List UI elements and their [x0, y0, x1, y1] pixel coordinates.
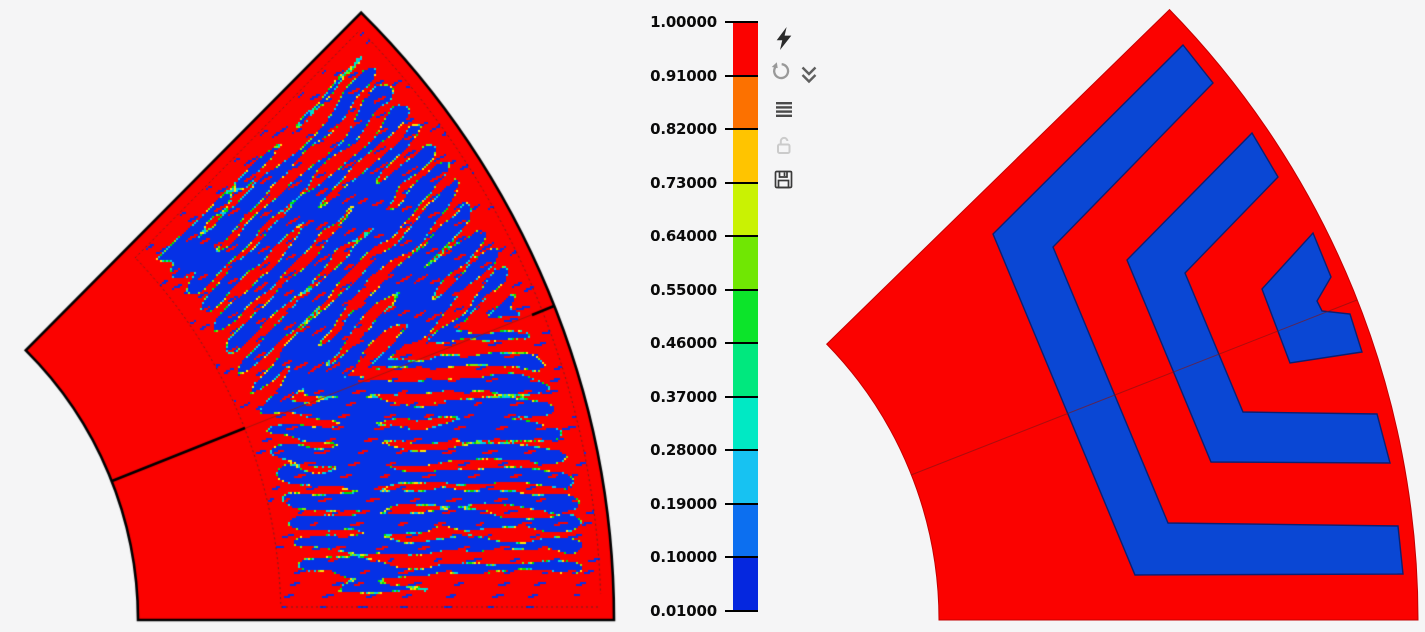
run-button[interactable] [771, 25, 797, 51]
colorbar-tick-label: 0.82000 [650, 120, 717, 139]
flux-barrier-inner [1261, 231, 1363, 364]
rotor-sector-outline [825, 8, 1419, 621]
menu-button[interactable] [771, 96, 797, 122]
flux-barrier-outer [992, 43, 1404, 576]
colorbar-tick [725, 21, 758, 23]
colorbar-bands [733, 22, 758, 612]
colorbar-tick [725, 609, 758, 612]
colorbar-tick-label: 0.37000 [650, 387, 717, 406]
save-button[interactable] [770, 166, 796, 192]
colorbar-tick-label: 0.64000 [650, 227, 717, 246]
pole-divider-line [910, 299, 1358, 476]
colorbar-tick [725, 128, 758, 131]
colorbar-tick-label: 1.00000 [650, 13, 717, 31]
density-plot-canvas[interactable] [0, 0, 640, 632]
colorbar-tick [725, 181, 758, 184]
colorbar-tick-label: 0.10000 [650, 548, 717, 567]
colorbar-band [733, 503, 758, 558]
colorbar-tick-label: 0.55000 [650, 280, 717, 299]
colorbar-band [733, 22, 758, 76]
reset-button[interactable] [768, 60, 794, 86]
colorbar-band [733, 75, 758, 130]
colorbar-tick-label: 0.73000 [650, 173, 717, 192]
colorbar-tick-label: 0.28000 [650, 441, 717, 460]
colorbar-band [733, 289, 758, 344]
colorbar-band [733, 450, 758, 504]
colorbar-tick-label: 0.91000 [650, 66, 717, 85]
colorbar-band [733, 129, 758, 183]
colorbar-tick [725, 342, 758, 345]
colorbar-tick [725, 502, 758, 505]
colorbar-tick [725, 288, 758, 291]
colorbar-tick-label: 0.01000 [650, 601, 717, 620]
colorbar-tick-label: 0.19000 [650, 494, 717, 513]
colorbar-tick-label: 0.46000 [650, 334, 717, 353]
lock-button[interactable] [771, 132, 797, 158]
colorbar-tick [725, 74, 758, 77]
colorbar-band [733, 396, 758, 451]
flux-barrier-middle [1126, 131, 1391, 464]
collapse-button[interactable] [796, 61, 822, 87]
colorbar-band [733, 236, 758, 290]
colorbar-tick [725, 395, 758, 398]
design-plot-svg[interactable] [810, 0, 1425, 632]
colorbar-band [733, 557, 758, 612]
colorbar-tick [725, 556, 758, 559]
colorbar-tick [725, 235, 758, 238]
colorbar-band [733, 343, 758, 397]
colorbar-band [733, 182, 758, 237]
colorbar-tick [725, 449, 758, 452]
